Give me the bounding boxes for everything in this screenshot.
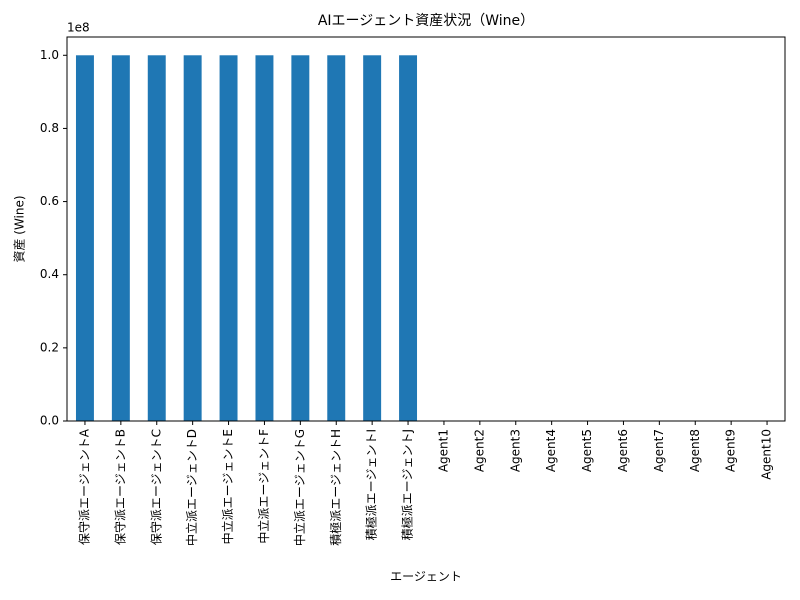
bar [219,55,238,422]
x-tick-label: 中立派エージェントG [292,429,307,546]
bar [255,55,274,422]
y-tick-label: 0.2 [40,340,59,354]
axes-frame [66,36,786,422]
x-tick-label: Agent8 [688,429,702,472]
y-tick-label: 0.8 [40,121,59,135]
x-tick-label: Agent2 [472,429,486,472]
x-tick-label: Agent7 [652,429,666,472]
x-tick-label: Agent6 [616,429,630,472]
x-axis-label: エージェント [390,570,462,584]
x-tick-label: Agent9 [724,429,738,472]
y-tick-label: 0.4 [40,267,59,281]
x-tick-label: 保守派エージェントC [149,429,163,545]
x-tick-label: 保守派エージェントB [113,429,127,545]
y-tick-label: 1.0 [40,48,59,62]
x-tick-label: Agent10 [760,429,774,480]
x-tick-label: Agent5 [580,429,594,472]
x-tick-label: Agent4 [544,429,558,472]
bar [363,55,382,422]
x-tick-label: 積極派エージェントJ [400,429,415,540]
x-tick-label: 中立派エージェントD [184,429,199,546]
bar [291,55,310,422]
x-tick-label: 積極派エージェントI [364,429,379,540]
x-tick-label: 保守派エージェントA [77,428,91,545]
x-tick-label: 中立派エージェントE [220,429,235,544]
y-axis-label: 資産 (Wine) [12,195,27,262]
y-tick-label: 0.6 [40,194,59,208]
x-tick-label: Agent1 [436,429,450,472]
bar [327,55,346,422]
y-offset-label: 1e8 [67,21,90,35]
y-tick-label: 0.0 [40,414,59,428]
bar [75,55,94,422]
x-tick-label: 積極派エージェントH [328,429,343,546]
x-tick-label: Agent3 [508,429,522,472]
bar [399,55,418,422]
bar [111,55,130,422]
x-tick-label: 中立派エージェントF [256,429,271,544]
bar [183,55,202,422]
chart-title: AIエージェント資産状況（Wine） [318,13,534,29]
bar [147,55,166,422]
